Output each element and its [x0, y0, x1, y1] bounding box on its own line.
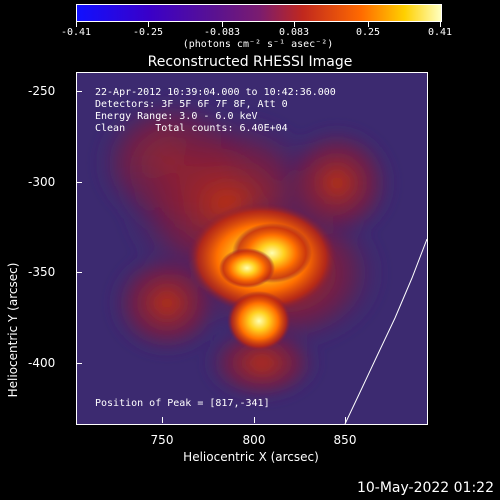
hot-sources	[187, 203, 337, 351]
info-time: 22-Apr-2012 10:39:04.000 to 10:42:36.000	[95, 87, 336, 98]
y-tick-label: -250	[28, 84, 56, 98]
y-tick-mark	[76, 272, 82, 273]
colorbar	[76, 4, 442, 22]
colorbar-tick-mark	[368, 22, 369, 27]
info-peak: Position of Peak = [817,-341]	[95, 398, 270, 409]
y-axis-label: Heliocentric Y (arcsec)	[6, 262, 20, 398]
y-tick-label: -400	[28, 356, 56, 370]
y-tick-label: -300	[28, 175, 56, 189]
x-axis-label: Heliocentric X (arcsec)	[183, 450, 319, 464]
colorbar-tick-label: -0.41	[60, 27, 92, 38]
x-tick-mark	[345, 417, 346, 423]
y-tick-label: -350	[28, 265, 56, 279]
colorbar-tick-label: 0.083	[278, 27, 310, 38]
footer-date: 10-May-2022 01:22	[356, 480, 494, 496]
x-tick-label: 750	[150, 433, 174, 447]
x-tick-mark	[254, 417, 255, 423]
colorbar-tick-label: 0.41	[427, 27, 453, 38]
colorbar-tick-mark	[148, 22, 149, 27]
x-tick-label: 800	[242, 433, 266, 447]
y-tick-mark	[76, 363, 82, 364]
colorbar-tick-label: -0.083	[203, 27, 241, 38]
rhessi-image: 22-Apr-2012 10:39:04.000 to 10:42:36.000…	[76, 72, 428, 425]
y-tick-mark	[76, 182, 82, 183]
solar-limb	[344, 238, 427, 424]
x-tick-mark	[162, 417, 163, 423]
info-detectors: Detectors: 3F 5F 6F 7F 8F, Att 0	[95, 99, 288, 110]
flare-image-svg	[77, 73, 427, 424]
info-clean: Clean Total counts: 6.40E+04	[95, 123, 288, 134]
x-tick-label: 850	[333, 433, 357, 447]
colorbar-tick-mark	[294, 22, 295, 27]
colorbar-tick-label: 0.25	[355, 27, 381, 38]
colorbar-units: (photons cm⁻² s⁻¹ asec⁻²)	[182, 39, 334, 50]
colorbar-tick-mark	[222, 22, 223, 27]
info-energy: Energy Range: 3.0 - 6.0 keV	[95, 111, 258, 122]
colorbar-tick-mark	[76, 22, 77, 27]
colorbar-tick-mark	[440, 22, 441, 27]
image-title: Reconstructed RHESSI Image	[147, 54, 353, 70]
colorbar-tick-label: -0.25	[132, 27, 164, 38]
y-tick-mark	[76, 91, 82, 92]
